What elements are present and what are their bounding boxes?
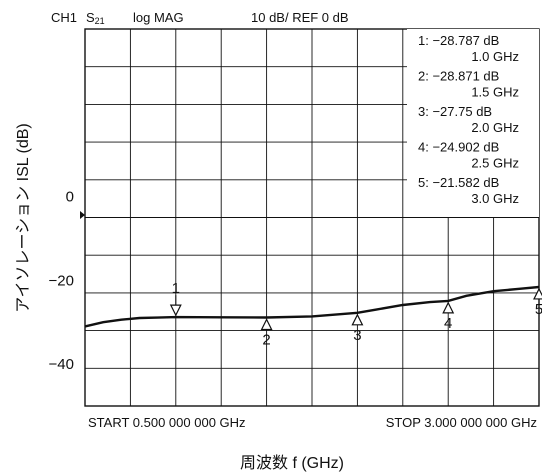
param-main: S <box>86 10 95 25</box>
marker-number: 3 <box>353 327 361 344</box>
marker-readout-value: 5: −21.582 dB <box>418 175 499 190</box>
grid <box>85 29 539 406</box>
reference-arrow <box>80 211 85 219</box>
format-label: log MAG <box>133 10 184 25</box>
marker-readout-value: 1: −28.787 dB <box>418 33 499 48</box>
y-axis-ticks: 0 −20 −40 <box>49 189 74 374</box>
markers: 1 2 3 4 5 <box>169 280 542 348</box>
marker-number: 5 <box>535 301 542 318</box>
marker-triangle <box>442 301 455 314</box>
y-axis-label: アイソレーション ISL (dB) <box>15 123 32 312</box>
y-tick-label: 0 <box>66 189 74 206</box>
marker-readout-freq: 2.5 GHz <box>471 156 519 171</box>
param-sub: 21 <box>95 16 105 26</box>
marker-readout-freq: 2.0 GHz <box>471 120 519 135</box>
marker-triangle <box>169 304 182 317</box>
marker-number: 2 <box>262 331 270 348</box>
marker-readout-value: 3: −27.75 dB <box>418 104 492 119</box>
channel-label: CH1 <box>51 10 77 25</box>
marker-number: 4 <box>444 315 452 332</box>
param-label: S21 <box>86 10 105 26</box>
start-frequency-label: START 0.500 000 000 GHz <box>88 415 246 430</box>
marker-number: 1 <box>172 280 180 297</box>
plot-frame <box>84 28 540 407</box>
x-axis-label: 周波数 f (GHz) <box>240 454 344 472</box>
y-tick-label: −40 <box>49 356 74 373</box>
marker-readout-freq: 1.5 GHz <box>471 85 519 100</box>
marker-readout-freq: 3.0 GHz <box>471 191 519 206</box>
marker-readout-value: 4: −24.902 dB <box>418 140 499 155</box>
series-line <box>84 285 540 328</box>
stop-frequency-label: STOP 3.000 000 000 GHz <box>386 415 537 430</box>
scale-label: 10 dB/ REF 0 dB <box>251 10 349 25</box>
marker-readout-box <box>407 29 539 217</box>
y-tick-label: −20 <box>49 272 74 289</box>
marker-readout: 1: −28.787 dB1.0 GHz 2: −28.871 dB1.5 GHz… <box>418 33 519 206</box>
marker-triangle <box>351 313 364 326</box>
marker-triangle <box>260 318 273 331</box>
marker-readout-freq: 1.0 GHz <box>471 49 519 64</box>
marker-readout-value: 2: −28.871 dB <box>418 69 499 84</box>
marker-triangle <box>533 287 542 300</box>
